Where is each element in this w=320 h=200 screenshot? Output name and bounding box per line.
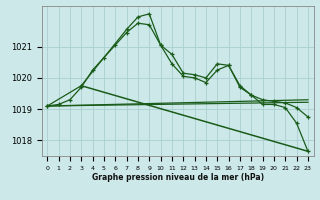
X-axis label: Graphe pression niveau de la mer (hPa): Graphe pression niveau de la mer (hPa) <box>92 174 264 183</box>
